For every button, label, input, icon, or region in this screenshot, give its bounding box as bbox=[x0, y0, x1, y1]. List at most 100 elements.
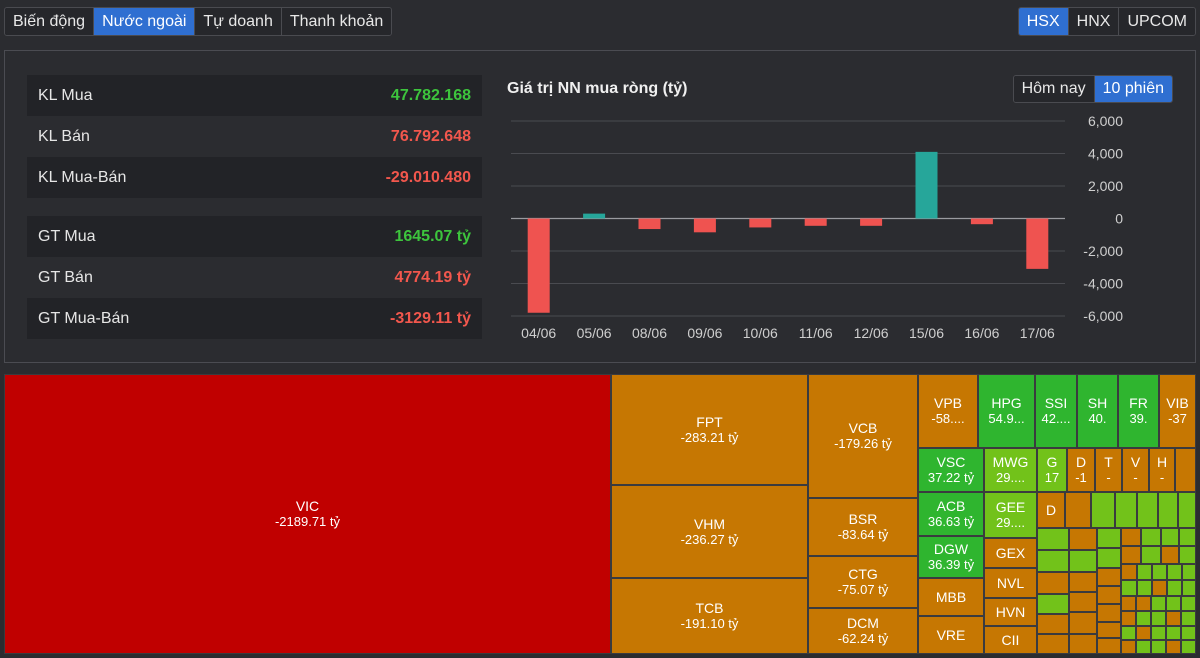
treemap-cell-small[interactable] bbox=[1115, 492, 1137, 528]
treemap-cell-small[interactable] bbox=[1137, 492, 1158, 528]
treemap-cell-hvn[interactable]: HVN bbox=[984, 598, 1037, 626]
treemap-cell-small[interactable] bbox=[1141, 546, 1161, 564]
treemap-cell-small[interactable] bbox=[1166, 596, 1181, 611]
treemap-cell-small[interactable] bbox=[1181, 611, 1196, 626]
treemap-cell-small[interactable] bbox=[1037, 634, 1069, 654]
treemap-cell-small[interactable] bbox=[1151, 596, 1166, 611]
treemap-cell-small[interactable] bbox=[1151, 611, 1166, 626]
treemap-cell-small[interactable] bbox=[1097, 604, 1121, 622]
treemap-cell-small[interactable] bbox=[1158, 492, 1178, 528]
treemap-cell-small[interactable] bbox=[1037, 528, 1069, 550]
treemap-cell-small[interactable] bbox=[1181, 626, 1196, 640]
exchange-upcom[interactable]: UPCOM bbox=[1119, 8, 1195, 35]
treemap-cell-vic[interactable]: VIC -2189.71 tỷ bbox=[4, 374, 611, 654]
tab-nuoc-ngoai[interactable]: Nước ngoài bbox=[94, 8, 196, 35]
tab-tu-doanh[interactable]: Tự doanh bbox=[195, 8, 282, 35]
treemap-cell-dcm[interactable]: DCM -62.24 tỷ bbox=[808, 608, 918, 654]
treemap-cell-small[interactable] bbox=[1069, 572, 1097, 592]
treemap-cell-small[interactable] bbox=[1121, 546, 1141, 564]
treemap-cell-small[interactable] bbox=[1161, 528, 1179, 546]
treemap-cell-vre[interactable]: VRE bbox=[918, 616, 984, 654]
treemap-cell-small[interactable] bbox=[1069, 612, 1097, 634]
treemap-cell-vib[interactable]: VIB -37 bbox=[1159, 374, 1196, 448]
treemap-cell-h[interactable]: H- bbox=[1149, 448, 1175, 492]
treemap-cell-small[interactable] bbox=[1161, 546, 1179, 564]
range-today-button[interactable]: Hôm nay bbox=[1013, 76, 1095, 102]
treemap-cell-d2[interactable]: D bbox=[1037, 492, 1065, 528]
treemap-cell-small[interactable] bbox=[1121, 611, 1136, 626]
treemap-cell-small[interactable] bbox=[1182, 580, 1196, 596]
treemap-cell-hpg[interactable]: HPG 54.9... bbox=[978, 374, 1035, 448]
treemap-cell-small[interactable] bbox=[1121, 640, 1136, 654]
treemap-cell-sh[interactable]: SH 40. bbox=[1077, 374, 1118, 448]
treemap-cell-small[interactable] bbox=[1037, 550, 1069, 572]
treemap-cell-t[interactable]: T- bbox=[1095, 448, 1122, 492]
treemap-cell-small[interactable] bbox=[1097, 622, 1121, 638]
treemap-cell-small[interactable] bbox=[1121, 564, 1137, 580]
treemap-cell-ssi[interactable]: SSI 42.... bbox=[1035, 374, 1077, 448]
treemap-cell-small[interactable] bbox=[1136, 596, 1151, 611]
treemap-cell-small[interactable] bbox=[1141, 528, 1161, 546]
treemap-cell-small[interactable] bbox=[1136, 611, 1151, 626]
treemap-cell-vhm[interactable]: VHM -236.27 tỷ bbox=[611, 485, 808, 578]
treemap-cell-mbb[interactable]: MBB bbox=[918, 578, 984, 616]
treemap-cell-small[interactable] bbox=[1137, 580, 1152, 596]
exchange-hsx[interactable]: HSX bbox=[1018, 8, 1069, 35]
treemap-cell-small[interactable] bbox=[1037, 572, 1069, 594]
treemap-cell-small[interactable] bbox=[1175, 448, 1196, 492]
treemap-cell-dgw[interactable]: DGW 36.39 tỷ bbox=[918, 536, 984, 578]
treemap-cell-small[interactable] bbox=[1166, 640, 1181, 654]
treemap-cell-ctg[interactable]: CTG -75.07 tỷ bbox=[808, 556, 918, 608]
treemap-cell-d[interactable]: D -1 bbox=[1067, 448, 1095, 492]
tab-thanh-khoan[interactable]: Thanh khoản bbox=[281, 8, 392, 35]
treemap-cell-small[interactable] bbox=[1069, 528, 1097, 550]
treemap-cell-small[interactable] bbox=[1097, 586, 1121, 604]
treemap-cell-v[interactable]: V- bbox=[1122, 448, 1149, 492]
treemap-cell-g[interactable]: G 17 bbox=[1037, 448, 1067, 492]
treemap-cell-small[interactable] bbox=[1065, 492, 1091, 528]
treemap-cell-small[interactable] bbox=[1151, 640, 1166, 654]
treemap-cell-small[interactable] bbox=[1097, 548, 1121, 568]
treemap-cell-cii[interactable]: CII bbox=[984, 626, 1037, 654]
treemap-cell-small[interactable] bbox=[1179, 528, 1196, 546]
treemap-cell-bsr[interactable]: BSR -83.64 tỷ bbox=[808, 498, 918, 556]
treemap-cell-small[interactable] bbox=[1091, 492, 1115, 528]
treemap-cell-small[interactable] bbox=[1152, 564, 1167, 580]
treemap-cell-small[interactable] bbox=[1166, 626, 1181, 640]
range-10-sessions-button[interactable]: 10 phiên bbox=[1094, 76, 1172, 102]
treemap-cell-tcb[interactable]: TCB -191.10 tỷ bbox=[611, 578, 808, 654]
treemap-cell-acb[interactable]: ACB 36.63 tỷ bbox=[918, 492, 984, 536]
treemap-cell-small[interactable] bbox=[1069, 592, 1097, 612]
treemap-cell-small[interactable] bbox=[1069, 550, 1097, 572]
treemap-cell-gex[interactable]: GEX bbox=[984, 538, 1037, 568]
treemap-cell-small[interactable] bbox=[1069, 634, 1097, 654]
treemap-cell-vsc[interactable]: VSC 37.22 tỷ bbox=[918, 448, 984, 492]
treemap-cell-vcb[interactable]: VCB -179.26 tỷ bbox=[808, 374, 918, 498]
treemap-cell-vpb[interactable]: VPB -58.... bbox=[918, 374, 978, 448]
treemap-cell-gee[interactable]: GEE 29.... bbox=[984, 492, 1037, 538]
treemap-cell-small[interactable] bbox=[1121, 626, 1136, 640]
treemap-cell-small[interactable] bbox=[1097, 638, 1121, 654]
treemap-cell-fpt[interactable]: FPT -283.21 tỷ bbox=[611, 374, 808, 485]
treemap-cell-small[interactable] bbox=[1137, 564, 1152, 580]
treemap-cell-small[interactable] bbox=[1167, 564, 1182, 580]
treemap-cell-small[interactable] bbox=[1182, 564, 1196, 580]
treemap-cell-small[interactable] bbox=[1181, 596, 1196, 611]
treemap-cell-small[interactable] bbox=[1037, 594, 1069, 614]
treemap-cell-small[interactable] bbox=[1136, 640, 1151, 654]
treemap-cell-small[interactable] bbox=[1178, 492, 1196, 528]
treemap-cell-fr[interactable]: FR 39. bbox=[1118, 374, 1159, 448]
treemap-cell-small[interactable] bbox=[1121, 528, 1141, 546]
treemap-cell-small[interactable] bbox=[1151, 626, 1166, 640]
treemap-cell-small[interactable] bbox=[1097, 528, 1121, 548]
exchange-hnx[interactable]: HNX bbox=[1068, 8, 1120, 35]
treemap-cell-nvl[interactable]: NVL bbox=[984, 568, 1037, 598]
tab-bien-dong[interactable]: Biến động bbox=[5, 8, 95, 35]
treemap-cell-small[interactable] bbox=[1181, 640, 1196, 654]
treemap-cell-small[interactable] bbox=[1136, 626, 1151, 640]
treemap-cell-small[interactable] bbox=[1152, 580, 1167, 596]
treemap-cell-small[interactable] bbox=[1121, 580, 1137, 596]
treemap-cell-small[interactable] bbox=[1037, 614, 1069, 634]
treemap-cell-small[interactable] bbox=[1121, 596, 1136, 611]
treemap-cell-mwg[interactable]: MWG 29.... bbox=[984, 448, 1037, 492]
